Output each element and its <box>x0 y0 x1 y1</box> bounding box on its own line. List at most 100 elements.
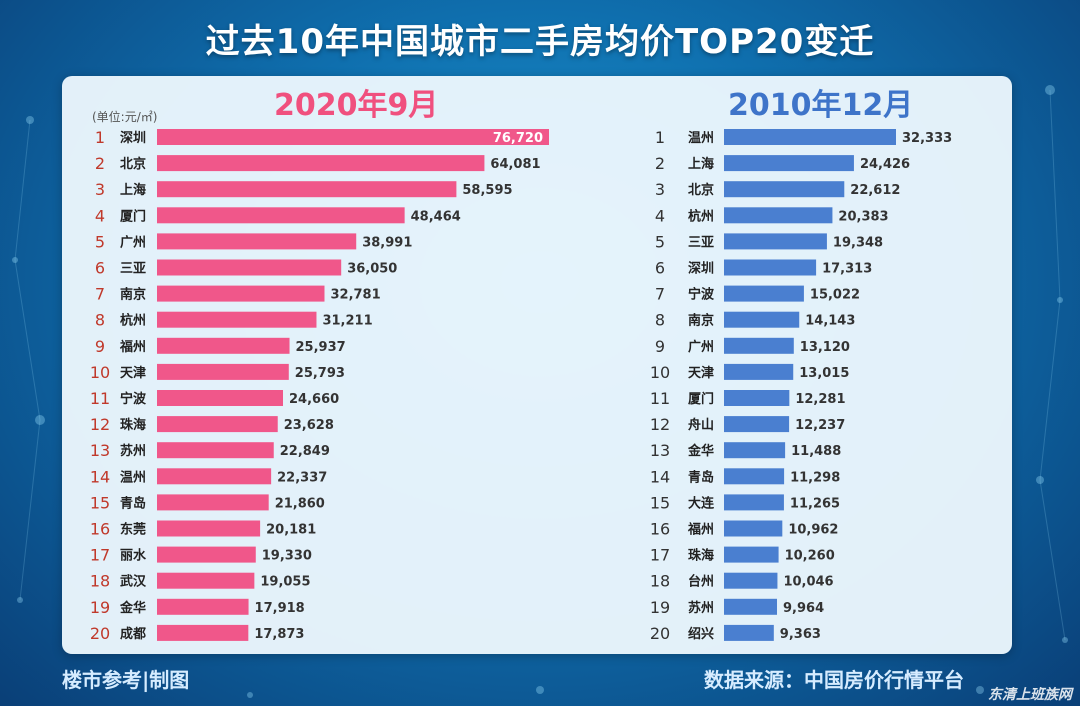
left-rank-15: 15 <box>90 493 110 512</box>
right-value-label: 20,383 <box>838 209 888 224</box>
right-rank-17: 17 <box>650 546 670 565</box>
left-value-label: 36,050 <box>347 262 397 277</box>
right-value-label: 12,281 <box>795 392 845 407</box>
right-value-label: 10,046 <box>783 575 833 590</box>
left-rank-11: 11 <box>90 389 110 408</box>
right-bar <box>724 233 827 250</box>
left-city-label: 武汉 <box>120 574 147 590</box>
left-bar <box>157 259 342 276</box>
right-bar <box>724 390 790 406</box>
left-rank-2: 2 <box>95 154 105 173</box>
right-city-label: 杭州 <box>688 208 714 224</box>
right-value-label: 22,612 <box>850 183 900 198</box>
left-value-label: 24,660 <box>289 392 339 407</box>
right-city-label: 珠海 <box>688 548 714 564</box>
left-bar <box>157 155 485 172</box>
footer-credit: 楼市参考|制图 <box>62 668 190 692</box>
right-bar <box>724 468 785 485</box>
right-bar <box>724 494 784 511</box>
left-bar <box>157 546 256 563</box>
right-value-label: 11,298 <box>790 470 840 485</box>
left-bar <box>157 416 278 433</box>
right-rank-18: 18 <box>650 572 670 591</box>
right-value-label: 17,313 <box>822 262 872 277</box>
site-watermark: 东清上班族网 <box>988 687 1072 703</box>
right-bar <box>724 311 800 328</box>
right-city-label: 厦门 <box>688 391 714 407</box>
left-value-label: 25,793 <box>295 366 345 381</box>
left-rank-1: 1 <box>95 128 105 147</box>
left-bar <box>157 207 405 224</box>
right-bar <box>724 598 778 615</box>
right-city-label: 青岛 <box>688 469 714 485</box>
left-city-label: 北京 <box>120 156 146 172</box>
left-value-label: 38,991 <box>362 235 412 250</box>
right-city-label: 北京 <box>688 182 714 198</box>
right-rank-7: 7 <box>655 285 665 304</box>
left-rank-16: 16 <box>90 520 110 539</box>
left-value-label: 76,720 <box>493 131 543 146</box>
left-city-label: 广州 <box>120 234 146 250</box>
right-city-label: 绍兴 <box>688 626 714 642</box>
left-value-label: 22,849 <box>280 444 330 459</box>
right-city-label: 舟山 <box>688 417 714 433</box>
left-rank-14: 14 <box>90 467 110 486</box>
left-value-label: 21,860 <box>275 496 325 511</box>
left-city-label: 深圳 <box>120 130 146 146</box>
right-value-label: 9,964 <box>783 601 824 616</box>
left-value-label: 20,181 <box>266 523 316 538</box>
right-bar <box>724 520 783 537</box>
left-city-label: 福州 <box>119 339 146 355</box>
left-city-label: 温州 <box>120 470 146 485</box>
right-bar <box>724 129 896 145</box>
left-city-label: 金华 <box>119 600 146 616</box>
left-value-label: 19,055 <box>260 575 310 590</box>
left-rank-4: 4 <box>95 206 105 225</box>
left-bar <box>157 520 261 537</box>
left-city-label: 苏州 <box>120 443 146 459</box>
right-value-label: 10,962 <box>788 523 838 538</box>
left-rank-13: 13 <box>90 441 110 460</box>
right-rank-13: 13 <box>650 441 670 460</box>
left-value-label: 32,781 <box>330 288 380 303</box>
right-rank-8: 8 <box>655 311 665 330</box>
left-value-label: 25,937 <box>296 340 346 355</box>
left-value-label: 31,211 <box>322 314 372 329</box>
right-chart-title: 2010年12月 <box>728 88 914 123</box>
left-chart-title: 2020年9月 <box>274 88 439 123</box>
right-rank-19: 19 <box>650 598 670 617</box>
right-bar <box>724 337 794 354</box>
footer-source: 数据来源：中国房价行情平台 <box>704 668 964 692</box>
left-bar <box>157 572 255 589</box>
right-bar <box>724 546 779 563</box>
main-title: 过去10年中国城市二手房均价TOP20变迁 <box>205 22 875 62</box>
right-bar <box>724 181 845 198</box>
right-rank-10: 10 <box>650 363 670 382</box>
left-rank-5: 5 <box>95 232 105 251</box>
right-city-label: 深圳 <box>688 261 714 277</box>
left-bar <box>157 468 272 485</box>
right-rank-11: 11 <box>650 389 670 408</box>
right-bar <box>724 416 790 433</box>
right-value-label: 24,426 <box>860 157 910 172</box>
right-value-label: 19,348 <box>833 235 883 250</box>
right-value-label: 11,488 <box>791 444 841 459</box>
bar-charts: 1 深圳 76,720 2 北京 64,081 3 上海 58,595 4 厦门 48,464 5 广州 3… <box>90 128 952 643</box>
right-rank-9: 9 <box>655 337 665 356</box>
right-value-label: 12,237 <box>795 418 845 433</box>
right-rank-20: 20 <box>650 624 670 643</box>
left-bar <box>157 494 269 511</box>
right-city-label: 福州 <box>687 522 714 538</box>
right-bar <box>724 285 804 302</box>
left-city-label: 宁波 <box>120 391 147 407</box>
left-rank-6: 6 <box>95 259 105 278</box>
left-city-label: 杭州 <box>120 313 146 329</box>
right-city-label: 温州 <box>688 131 714 146</box>
right-bar <box>724 363 794 380</box>
left-value-label: 17,873 <box>254 627 304 642</box>
left-bar <box>157 442 274 459</box>
left-rank-17: 17 <box>90 546 110 565</box>
left-bar <box>157 363 289 380</box>
right-city-label: 大连 <box>688 495 715 511</box>
left-value-label: 19,330 <box>262 549 312 564</box>
